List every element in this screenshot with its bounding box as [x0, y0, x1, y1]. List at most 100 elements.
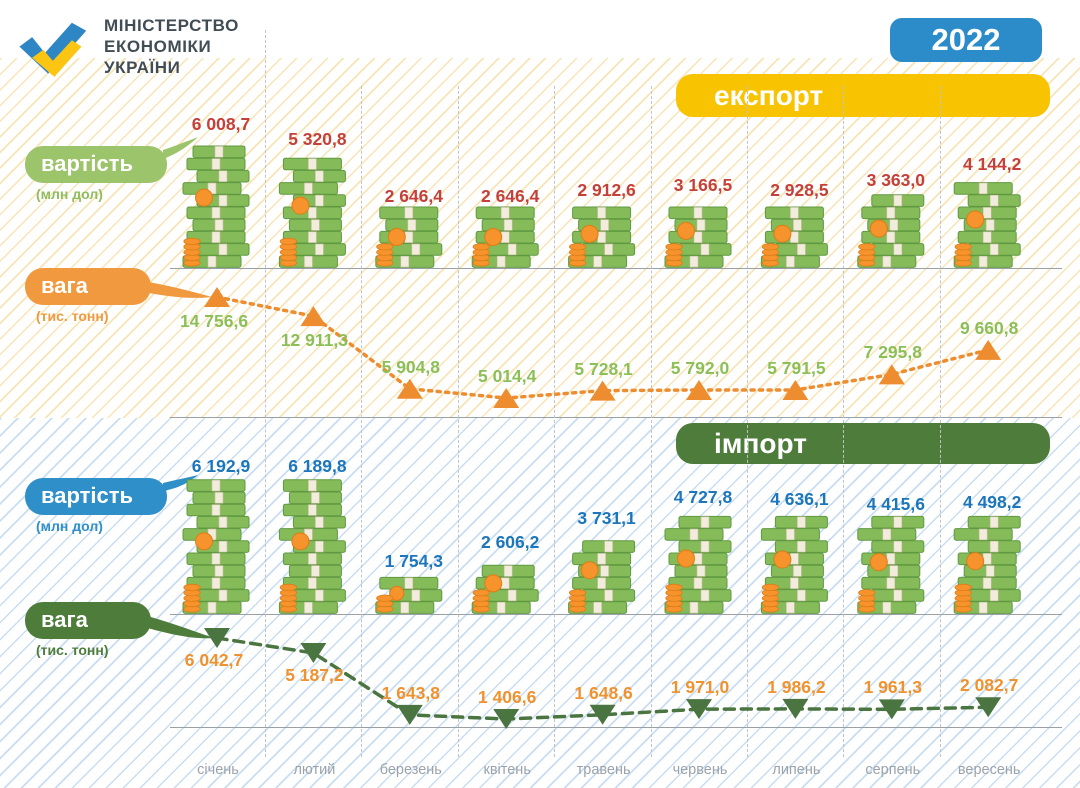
money-stack-icon	[278, 157, 346, 268]
money-stack-icon	[857, 515, 925, 614]
money-stack-icon	[568, 540, 636, 614]
logo-line-1: МІНІСТЕРСТВО	[104, 16, 239, 35]
import-value-label: 6 189,8	[288, 455, 347, 476]
month-separator	[265, 30, 266, 757]
import-value-label: 4 415,6	[866, 493, 925, 514]
export-weight-unit: (тис. тонн)	[36, 308, 109, 324]
month-label: січень	[197, 762, 239, 778]
export-value-baseline	[170, 268, 1062, 269]
weight-line	[215, 636, 990, 721]
import-weight-label: 6 042,7	[184, 650, 244, 671]
money-stack-icon	[568, 206, 636, 268]
money-stack-icon	[857, 194, 925, 268]
import-value-label: 1 754,3	[384, 550, 443, 571]
month-label: березень	[379, 762, 442, 778]
logo-line-3: УКРАЇНИ	[104, 58, 181, 77]
triangle-down-marker	[878, 699, 905, 720]
export-value-label: 2 646,4	[384, 185, 443, 206]
month-label: серпень	[865, 762, 921, 778]
import-value-unit: (млн дол)	[36, 518, 103, 534]
export-weight-label: 5 792,0	[670, 357, 730, 378]
triangle-up-marker	[493, 388, 520, 409]
money-stack-icon	[953, 182, 1021, 268]
triangle-up-marker	[686, 379, 712, 400]
bubble-tail	[163, 475, 198, 491]
import-value-label: 3 731,1	[577, 508, 636, 529]
month-label: лютий	[293, 762, 336, 778]
ministry-logo-text: МІНІСТЕРСТВО ЕКОНОМІКИ УКРАЇНИ	[104, 15, 239, 78]
export-value-label: 3 166,5	[673, 174, 733, 195]
import-weight-label: 1 648,6	[574, 682, 633, 703]
import-value-label: 6 192,9	[191, 455, 251, 476]
month-separator	[939, 86, 941, 757]
triangle-up-marker	[300, 306, 327, 327]
export-weight-bubble: вага	[25, 268, 151, 305]
export-weight-label: 5 014,4	[477, 366, 537, 387]
triangle-down-marker	[300, 642, 327, 663]
bubble-tail	[163, 137, 198, 159]
month-separator	[554, 86, 556, 757]
money-stack-icon	[375, 206, 443, 268]
money-stack-icon	[760, 515, 828, 614]
month-separator	[747, 86, 748, 757]
export-value-label: 2 928,5	[770, 179, 829, 200]
triangle-down-marker	[589, 704, 616, 725]
export-value-label: 6 008,7	[191, 114, 251, 134]
export-weight-label: 5 728,1	[574, 358, 633, 379]
money-stack-icon	[760, 206, 828, 268]
export-weight-baseline	[170, 417, 1062, 418]
import-value-label: 4 498,2	[962, 491, 1022, 512]
month-label: червень	[672, 762, 728, 778]
export-weight-label: 5 904,8	[381, 356, 440, 377]
bubble-tail	[143, 615, 214, 639]
export-value-label: 3 363,0	[866, 170, 925, 191]
month-label: травень	[576, 762, 631, 778]
money-stack-icon	[375, 576, 443, 614]
export-weight-label: 5 791,5	[767, 357, 826, 378]
triangle-down-marker	[782, 698, 809, 719]
money-stack-icon	[953, 515, 1021, 614]
month-label: квітень	[483, 762, 531, 778]
import-value-label: 4 727,8	[673, 487, 733, 508]
export-value-label: 5 320,8	[288, 128, 347, 149]
year-badge: 2022	[890, 18, 1042, 62]
triangle-up-marker	[782, 379, 809, 400]
triangle-up-marker	[204, 287, 230, 308]
import-value-baseline	[170, 614, 1062, 615]
import-weight-unit: (тис. тонн)	[36, 642, 109, 658]
import-value-label: 2 606,2	[480, 532, 540, 553]
triangle-down-marker	[204, 628, 230, 649]
import-weight-baseline	[170, 727, 1062, 728]
bubble-tail	[143, 281, 212, 298]
export-banner: експорт	[676, 74, 1050, 117]
export-weight-label: 12 911,3	[280, 330, 348, 351]
import-weight-label: 2 082,7	[959, 675, 1019, 696]
import-weight-label: 1 406,6	[477, 687, 537, 708]
month-separator	[361, 86, 363, 757]
import-weight-label: 5 187,2	[285, 664, 344, 685]
import-hatch-background	[0, 418, 1080, 788]
triangle-down-marker	[686, 699, 712, 720]
export-value-label: 2 646,4	[480, 185, 540, 206]
triangle-up-marker	[589, 380, 616, 401]
import-value-bubble: вартість	[25, 478, 167, 515]
export-weight-label: 14 756,6	[179, 311, 249, 332]
export-weight-label: 9 660,8	[959, 317, 1019, 338]
money-stack-icon	[471, 206, 539, 268]
triangle-down-marker	[975, 697, 1002, 718]
export-value-label: 4 144,2	[962, 153, 1022, 174]
money-stack-icon	[182, 145, 250, 268]
triangle-up-marker	[975, 339, 1002, 360]
money-stack-icon	[664, 515, 732, 614]
money-stack-icon	[471, 564, 539, 614]
import-weight-label: 1 643,8	[381, 682, 440, 703]
export-value-unit: (млн дол)	[36, 186, 103, 202]
money-stack-icon	[278, 479, 346, 614]
triangle-up-marker	[878, 364, 905, 385]
export-value-label: 2 912,6	[577, 179, 636, 200]
month-separator	[843, 86, 845, 757]
month-separator	[457, 86, 459, 757]
month-label: липень	[772, 762, 821, 778]
